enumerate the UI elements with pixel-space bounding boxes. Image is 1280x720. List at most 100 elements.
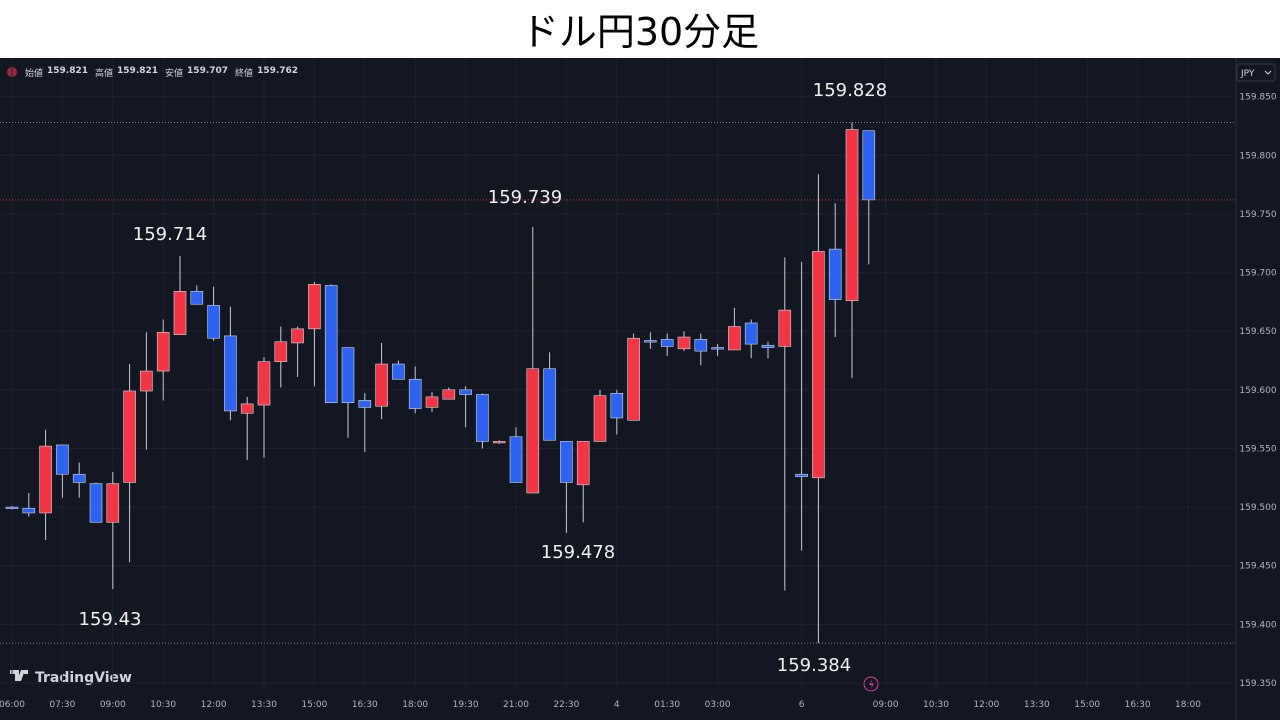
candle-body xyxy=(308,284,321,330)
page-title: ドル円30分足 xyxy=(520,10,760,54)
chart: JPY TradingView 159.350 159.400 159.450 159… xyxy=(0,58,1280,720)
candle-body xyxy=(5,506,19,509)
candle-body xyxy=(526,368,540,494)
candle-body xyxy=(56,444,69,475)
candle-body xyxy=(812,251,825,479)
candle-body xyxy=(274,341,288,362)
candle-body xyxy=(22,507,36,514)
background xyxy=(0,58,1280,720)
ohlc-value: 159.821 xyxy=(47,66,89,76)
price-annotation: 159.714 xyxy=(133,224,207,245)
candle-body xyxy=(341,347,355,404)
x-tick-label: 10:30 xyxy=(923,700,949,710)
candle-body xyxy=(173,291,187,336)
candle-body xyxy=(845,129,859,302)
y-tick-label: 159.500 xyxy=(1239,503,1276,513)
candle-body xyxy=(39,445,52,514)
candle-body xyxy=(291,328,304,344)
candle-body xyxy=(560,441,573,483)
candle-body xyxy=(711,347,724,350)
candle-body xyxy=(123,390,136,483)
candle-body xyxy=(324,285,338,404)
y-tick-label: 159.800 xyxy=(1239,151,1276,161)
y-tick-label: 159.350 xyxy=(1239,679,1276,689)
y-tick-label: 159.400 xyxy=(1239,620,1276,630)
y-tick-label: 159.650 xyxy=(1239,327,1276,337)
x-tick-label: 09:00 xyxy=(873,700,899,710)
x-tick-label: 16:30 xyxy=(1125,700,1151,710)
x-tick-label: 03:00 xyxy=(705,700,731,710)
candle-body xyxy=(543,368,556,441)
y-tick-label: 159.850 xyxy=(1239,93,1276,103)
candle-body xyxy=(442,389,456,400)
brand-logo xyxy=(10,670,28,681)
ohlc-value: 159.707 xyxy=(187,66,229,76)
candle-body xyxy=(476,394,489,442)
y-tick-label: 159.700 xyxy=(1239,269,1276,279)
x-tick-label: 16:30 xyxy=(352,700,378,710)
candle-body xyxy=(358,400,372,408)
x-tick-label: 22:30 xyxy=(553,700,579,710)
candle-body xyxy=(644,340,657,343)
candle-body xyxy=(576,441,590,486)
ohlc-value: 159.762 xyxy=(257,66,299,76)
candle-body xyxy=(207,305,220,339)
currency-menu-label[interactable]: JPY xyxy=(1240,69,1255,79)
price-annotation: 159.43 xyxy=(79,609,142,630)
candle-body xyxy=(257,361,271,406)
candle-body xyxy=(156,332,170,372)
x-tick-label: 12:00 xyxy=(973,700,999,710)
price-annotation: 159.478 xyxy=(541,542,615,563)
y-tick-label: 159.750 xyxy=(1239,210,1276,220)
x-tick-label: 13:30 xyxy=(251,700,277,710)
candle-body xyxy=(795,473,808,477)
y-tick-label: 159.600 xyxy=(1239,386,1276,396)
x-tick-label: 01:30 xyxy=(654,700,680,710)
candle-body xyxy=(627,337,640,421)
y-tick-label: 159.450 xyxy=(1239,562,1276,572)
x-tick-label: 13:30 xyxy=(1024,700,1050,710)
x-tick-label: 18:00 xyxy=(402,700,428,710)
currency-menu[interactable] xyxy=(1236,63,1276,82)
candle-body xyxy=(778,309,792,347)
candle-body xyxy=(509,436,523,483)
candle-body xyxy=(761,344,775,348)
x-tick-label: 15:00 xyxy=(1074,700,1100,710)
x-tick-label: 19:30 xyxy=(453,700,479,710)
event-bolt xyxy=(869,679,874,689)
candle-body xyxy=(744,322,758,345)
candle-body xyxy=(862,130,876,201)
candle-body xyxy=(106,483,120,523)
x-tick-label: 4 xyxy=(614,700,620,710)
x-tick-label: 15:00 xyxy=(301,700,327,710)
price-annotation: 159.739 xyxy=(488,187,562,208)
candle-body xyxy=(375,363,388,407)
ohlc-legend: 始値 159.821 高値 159.821 安値 159.707 終値 159.762 xyxy=(25,66,301,79)
candle-body xyxy=(72,473,86,483)
candle-body xyxy=(828,248,842,300)
ohlc-label: 始値 xyxy=(25,69,44,79)
candle-body xyxy=(728,326,741,351)
candle-body xyxy=(190,291,204,305)
candle-body xyxy=(610,393,624,419)
event-icon[interactable] xyxy=(863,676,879,692)
ohlc-label: 終値 xyxy=(235,69,254,79)
candle-body xyxy=(593,395,607,442)
candle-body xyxy=(425,396,439,408)
candle-body xyxy=(224,335,237,412)
x-tick-label: 06:00 xyxy=(0,700,25,710)
x-tick-label: 09:00 xyxy=(100,700,126,710)
candle-body xyxy=(694,339,708,352)
x-tick-label: 07:30 xyxy=(49,700,75,710)
candle-body xyxy=(677,336,691,350)
candle-body xyxy=(140,370,153,392)
ohlc-value: 159.821 xyxy=(117,66,159,76)
candle-body xyxy=(408,378,422,409)
x-tick-label: 12:00 xyxy=(201,700,227,710)
brand-name: TradingView xyxy=(35,670,132,686)
y-tick-label: 159.550 xyxy=(1239,444,1276,454)
candle-body xyxy=(240,403,254,414)
candle-body xyxy=(660,339,674,347)
candle-body xyxy=(459,389,472,395)
